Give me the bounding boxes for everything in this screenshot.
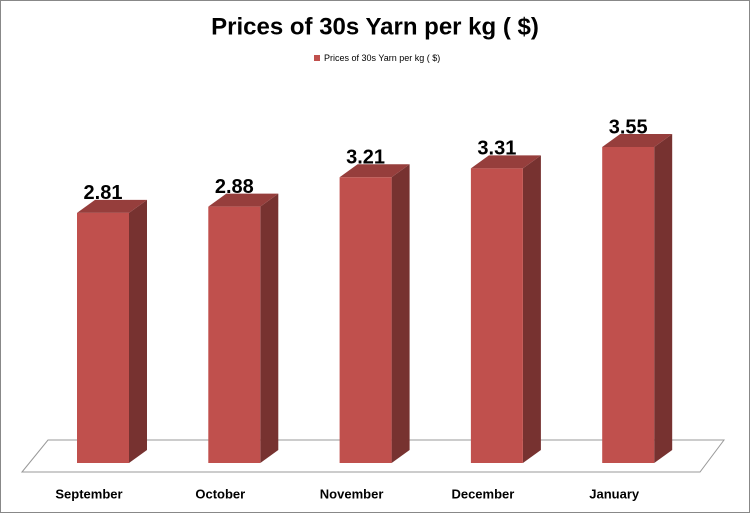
data-label: 3.21 (346, 147, 385, 169)
bar-front (602, 147, 655, 464)
bar (470, 155, 541, 463)
legend-swatch (314, 55, 320, 61)
bar (77, 199, 147, 463)
bar-front (339, 177, 392, 463)
bar (208, 193, 279, 463)
bar-side (260, 193, 279, 463)
bar-top (470, 155, 541, 169)
bar-side (391, 164, 410, 463)
data-label: 3.55 (609, 116, 648, 138)
bar-top (339, 164, 410, 178)
x-tick-label: September (55, 486, 122, 501)
chart-title: Prices of 30s Yarn per kg ( $) (211, 13, 539, 40)
bar (339, 164, 410, 463)
bar-front (470, 168, 523, 463)
bar (602, 134, 673, 464)
bar-front (208, 206, 261, 463)
legend-label: Prices of 30s Yarn per kg ( $) (324, 53, 440, 63)
bar-side (129, 199, 147, 463)
bar-side (654, 134, 673, 464)
x-tick-label: January (589, 486, 640, 501)
x-tick-label: December (451, 486, 514, 501)
data-label: 3.31 (477, 138, 516, 160)
data-label: 2.88 (215, 176, 254, 198)
data-label: 2.81 (84, 182, 123, 204)
bar-top (602, 134, 673, 148)
x-tick-label: November (320, 486, 384, 501)
bar-top (77, 199, 147, 213)
bar-front (77, 212, 129, 463)
x-tick-label: October (195, 486, 245, 501)
bar-top (208, 193, 279, 207)
bar-side (522, 155, 541, 463)
